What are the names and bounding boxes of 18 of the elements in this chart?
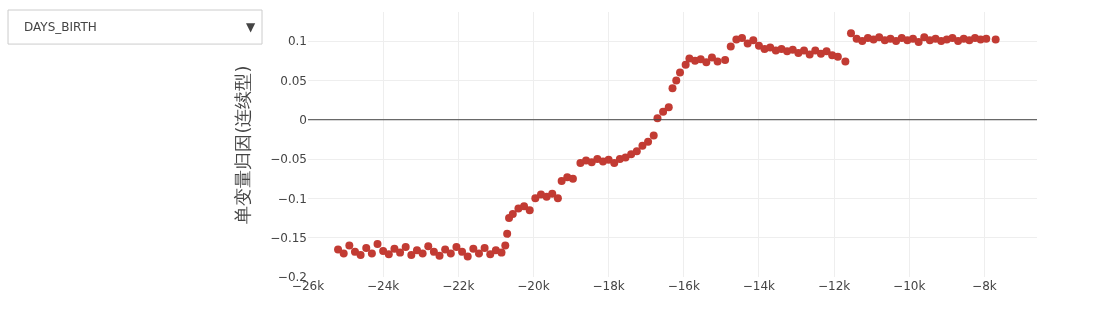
x-tick-label: −16k: [667, 279, 700, 293]
y-tick-label: −0.1: [277, 191, 307, 206]
y-tick-label: −0.15: [270, 230, 307, 245]
x-tick-label: −14k: [742, 279, 776, 293]
x-tick-label: −8k: [972, 279, 997, 293]
y-tick-label: −0.05: [270, 152, 307, 167]
x-tick-label: −12k: [817, 279, 851, 293]
y-tick-label: 0.05: [280, 73, 307, 88]
y-tick-label: 0.1: [287, 34, 307, 49]
x-tick-label: −10k: [893, 279, 926, 293]
text: DAYS_BIRTH: [24, 20, 97, 34]
y-axis-title: 单变量归因(连续型): [232, 65, 254, 224]
x-tick-label: −24k: [367, 279, 400, 293]
x-tick-label: −22k: [442, 279, 475, 293]
x-tick-label: −18k: [592, 279, 625, 293]
x-tick-label: −20k: [517, 279, 550, 293]
text: ▼: [246, 20, 256, 34]
y-tick-label: 0: [299, 112, 307, 127]
